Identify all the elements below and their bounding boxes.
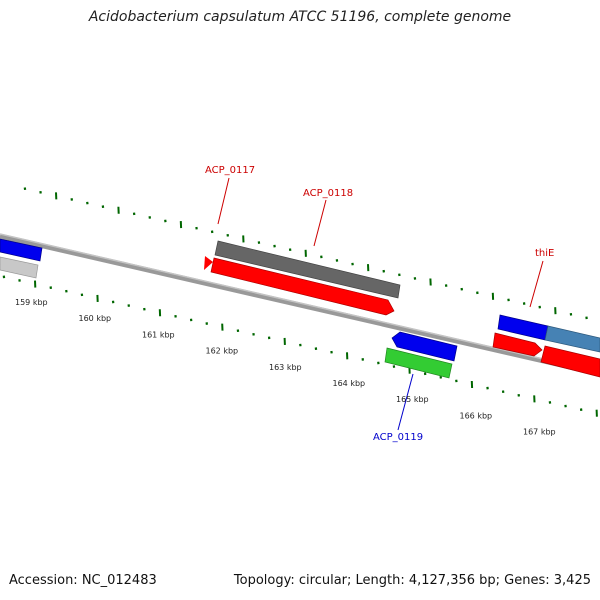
leader-thie: [529, 260, 544, 308]
leader-acp-0117: [217, 177, 230, 225]
feature-reverse-left[interactable]: [0, 238, 43, 262]
label-acp-0119: ACP_0119: [373, 432, 423, 443]
scale-label: 167 kbp: [523, 428, 556, 437]
feature-acp-0117[interactable]: [204, 256, 213, 270]
label-thie: thiE: [535, 248, 554, 259]
feature-acp-0119[interactable]: [384, 347, 453, 379]
upper-tick-row: [23, 187, 588, 320]
feature-forward-right[interactable]: [540, 345, 600, 378]
scale-label: 162 kbp: [206, 347, 239, 356]
scale-label: 166 kbp: [460, 411, 493, 420]
genome-backbone-highlight: [0, 233, 600, 373]
leader-acp-0119: [397, 373, 414, 431]
label-acp-0117: ACP_0117: [205, 165, 255, 176]
feature-thie[interactable]: [492, 332, 543, 357]
scale-label: 159 kbp: [15, 298, 48, 307]
scale-label: 164 kbp: [333, 379, 366, 388]
scale-label: 165 kbp: [396, 395, 429, 404]
lower-tick-row: [2, 275, 598, 417]
feature-acp-0118-gray[interactable]: [214, 240, 401, 299]
scale-label: 160 kbp: [79, 314, 112, 323]
feature-acp-0118[interactable]: [210, 257, 395, 316]
feature-reverse-mid[interactable]: [391, 331, 458, 362]
scale-labels: 159 kbp 160 kbp 161 kbp 162 kbp 163 kbp 164 k…: [15, 298, 556, 437]
genome-backbone: [0, 233, 600, 377]
genome-summary-text: Topology: circular; Length: 4,127,356 bp…: [233, 573, 591, 588]
scale-label: 163 kbp: [269, 363, 302, 372]
accession-text: Accession: NC_012483: [9, 573, 157, 588]
leader-acp-0118: [313, 199, 327, 247]
feature-gray-left[interactable]: [0, 256, 39, 279]
map-title: Acidobacterium capsulatum ATCC 51196, co…: [88, 9, 512, 25]
scale-label: 161 kbp: [142, 330, 175, 339]
feature-steel-blue[interactable]: [544, 325, 600, 353]
label-acp-0118: ACP_0118: [303, 188, 353, 199]
